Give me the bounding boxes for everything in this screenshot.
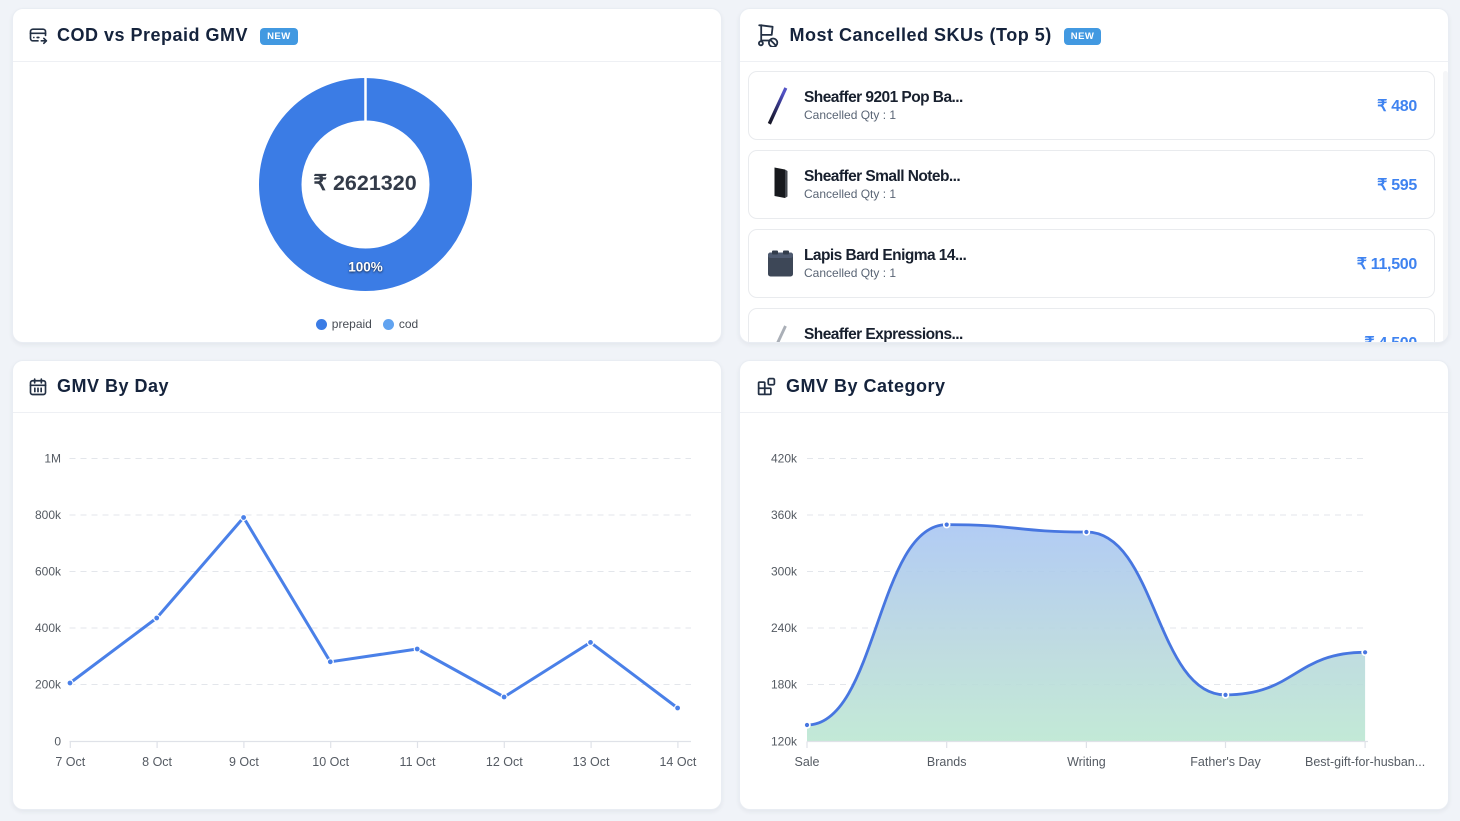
svg-text:360k: 360k xyxy=(771,508,798,522)
svg-text:Father's Day: Father's Day xyxy=(1190,755,1261,769)
svg-text:240k: 240k xyxy=(771,621,798,635)
svg-text:0: 0 xyxy=(54,735,61,749)
svg-text:11 Oct: 11 Oct xyxy=(400,755,436,769)
svg-text:600k: 600k xyxy=(35,565,62,579)
svg-text:120k: 120k xyxy=(771,735,798,749)
svg-text:13 Oct: 13 Oct xyxy=(573,755,610,769)
svg-text:10 Oct: 10 Oct xyxy=(312,755,349,769)
svg-text:800k: 800k xyxy=(35,508,62,522)
svg-text:1M: 1M xyxy=(44,452,61,466)
svg-text:200k: 200k xyxy=(35,678,62,692)
svg-text:9 Oct: 9 Oct xyxy=(229,755,259,769)
svg-text:8 Oct: 8 Oct xyxy=(142,755,172,769)
svg-text:Best-gift-for-husban...: Best-gift-for-husban... xyxy=(1305,755,1425,769)
svg-text:Sale: Sale xyxy=(794,755,819,769)
svg-text:400k: 400k xyxy=(35,621,62,635)
svg-text:420k: 420k xyxy=(771,452,798,466)
svg-text:100%: 100% xyxy=(348,260,383,275)
svg-text:Writing: Writing xyxy=(1067,755,1106,769)
svg-text:7 Oct: 7 Oct xyxy=(55,755,85,769)
svg-text:12 Oct: 12 Oct xyxy=(486,755,523,769)
svg-text:300k: 300k xyxy=(771,565,798,579)
svg-text:Brands: Brands xyxy=(927,755,967,769)
svg-text:14 Oct: 14 Oct xyxy=(659,755,696,769)
svg-text:180k: 180k xyxy=(771,678,798,692)
